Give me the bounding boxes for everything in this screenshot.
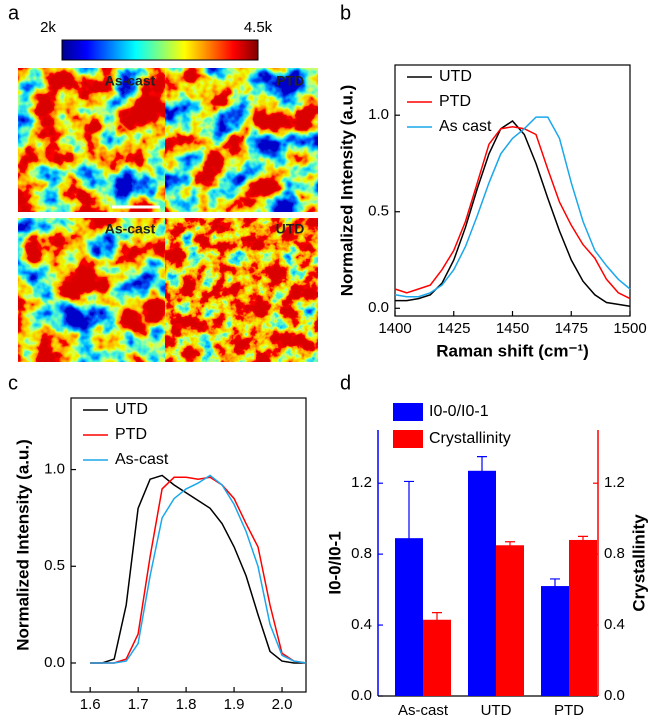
y-tick-label: 0.4 [604,616,625,633]
legend-label: UTD [115,401,148,418]
panel-letter: a [8,2,20,24]
x-tick-label: 1475 [555,320,588,337]
data-line [395,120,631,308]
bar [496,545,524,696]
bar [423,619,451,696]
x-tick-label: 1.6 [80,696,101,713]
y-tick-label: 1.2 [351,474,372,491]
y-tick-label: 0.0 [368,299,389,316]
x-tick-label: PTD [554,702,584,719]
panel-letter: d [340,372,351,394]
map-label: As-cast [105,221,156,237]
y-tick-label: 0.5 [44,557,65,574]
legend-label: UTD [439,68,472,85]
plot-frame [70,397,307,693]
y-axis-label: Normalized Intensity (a.u.) [13,439,32,651]
raman-map [18,218,165,362]
panel-letter: c [8,372,18,394]
y-tick-label: 0.4 [351,616,372,633]
bar [468,470,496,696]
y-tick-label: 0.8 [604,545,625,562]
y-tick-label: 0.8 [351,545,372,562]
error-bar [404,480,414,596]
y-tick-label: 1.0 [368,106,389,123]
x-tick-label: 1425 [437,320,470,337]
x-tick-label: UTD [481,702,512,719]
map-label: UTD [276,221,305,237]
legend-label: PTD [439,93,471,110]
y-tick-label: 1.0 [44,461,65,478]
data-line [90,476,307,664]
legend-label: As cast [439,118,492,135]
y2-axis-label: Crystallinity [629,514,648,612]
error-bar [578,535,588,545]
legend-swatch [393,430,423,448]
y-axis-label: Normalized Intensity (a.u.) [337,85,356,297]
legend-label: I0-0/I0-1 [429,403,489,420]
y-axis-label: I0-0/I0-1 [325,531,344,594]
data-line [394,126,631,300]
y-tick-label: 1.2 [604,474,625,491]
data-line [90,474,307,664]
x-tick-label: 1450 [496,320,529,337]
raman-map [165,218,318,362]
error-bar [477,456,487,486]
x-tick-label: 1.7 [128,696,149,713]
raman-map [18,68,165,212]
colorbar-label: 2k [40,19,56,36]
data-line [90,474,306,664]
y-tick-label: 0.0 [351,687,372,704]
x-tick-label: 1500 [613,320,646,337]
x-tick-label: 2.0 [272,696,293,713]
x-axis-label: Photon energy (eV) [111,717,267,720]
y-tick-label: 0.5 [368,203,389,220]
bar [541,586,569,696]
map-label: PTD [276,73,304,89]
raman-map [165,68,318,212]
legend-label: PTD [115,426,147,443]
y-tick-label: 0.0 [604,687,625,704]
x-tick-label: 1400 [378,320,411,337]
x-axis-label: Raman shift (cm⁻¹) [436,341,589,360]
data-line [394,116,631,298]
x-tick-label: As-cast [398,702,449,719]
colorbar [61,39,259,61]
bar [569,539,597,696]
panel-letter: b [340,2,351,24]
legend-label: Crystallinity [429,430,511,447]
colorbar-label: 4.5k [244,19,273,36]
x-tick-label: 1.9 [224,696,245,713]
map-label: As-cast [105,73,156,89]
error-bar [432,612,442,628]
y-tick-label: 0.0 [44,654,65,671]
error-bar [505,541,515,550]
x-tick-label: 1.8 [176,696,197,713]
error-bar [550,578,560,594]
legend-swatch [393,403,423,421]
legend-label: As-cast [115,451,169,468]
